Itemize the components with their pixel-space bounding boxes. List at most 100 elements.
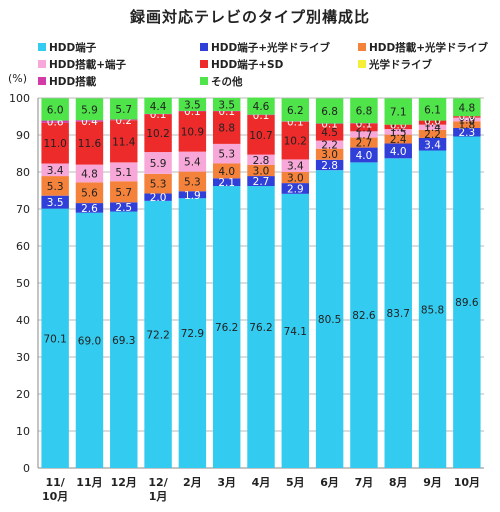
legend-label: HDD端子+光学ドライブ [211,42,331,54]
data-label: 4.0 [356,150,373,162]
x-tick-label: 11/ [45,476,65,489]
data-label: 8.8 [218,123,235,135]
x-tick-label: 2月 [183,476,202,489]
data-label: 6.1 [424,104,441,116]
data-label: 6.8 [321,106,338,118]
bar-segment [281,98,310,122]
data-label: 1.1 [424,118,441,130]
legend-swatch [200,77,208,85]
legend-label: HDD端子+SD [211,59,284,71]
data-label: 10.2 [146,128,169,140]
bar-segment [247,97,275,115]
data-label: 74.1 [284,326,307,338]
bar-segment [453,136,481,469]
bar-segment [247,154,275,165]
legend-label: HDD端子 [49,42,97,54]
data-label: 3.5 [47,197,64,209]
bar-segment [453,98,481,117]
data-label: 3.4 [287,161,304,173]
data-label: 2.6 [81,203,98,215]
bar-segment [178,110,207,112]
bar-segment [418,129,447,138]
bar-segment [281,159,310,172]
bar-segment [178,151,207,172]
bar-segment [281,183,310,194]
data-label: 5.9 [150,158,167,170]
bar-segment [281,172,310,184]
bar-segment [281,121,310,122]
data-label: 3.5 [218,99,235,111]
bar-segment [75,164,104,183]
legend-swatch [358,43,366,51]
bar-segment [75,120,104,122]
legend-label: その他 [211,76,243,88]
data-label: 2.2 [321,140,338,152]
legend-item: HDD端子+光学ドライブ [200,40,330,55]
bar-segment [350,123,378,132]
legend-item: 光学ドライブ [358,57,432,72]
bar-segment [144,114,172,153]
data-label: 70.1 [43,333,66,345]
data-label: 1.5 [390,127,407,139]
data-label: 4.4 [150,101,167,113]
data-label: 4.6 [253,101,270,113]
bar-segment [315,148,344,160]
bar-segment [212,163,241,179]
data-label: 4.5 [321,127,338,139]
data-label: 1.9 [184,190,201,202]
bar-segment [418,137,447,151]
data-label: 1.2 [390,122,407,134]
bar-segment [41,208,69,468]
bar-segment [281,121,310,160]
data-label: 2.1 [356,122,373,134]
y-tick-label: 10 [16,425,30,438]
data-label: 1.8 [458,120,475,132]
y-tick-label: 0 [23,462,30,475]
data-label: 4.0 [218,166,235,178]
bar-segment [350,98,378,124]
data-label: 5.3 [184,176,201,188]
bar-segment [144,200,172,469]
x-tick-label: 3月 [217,476,236,489]
bar-segment [144,152,172,174]
data-label: 3.0 [321,149,338,161]
bar-segment [384,158,412,468]
data-label: 3.4 [424,139,441,151]
bar-segment [384,98,412,125]
bar-segment [315,98,344,124]
data-label: 5.1 [115,167,132,179]
data-label: 5.7 [115,187,132,199]
legend-item: HDD搭載+端子 [38,57,126,72]
data-label: 5.4 [184,157,201,169]
y-tick-label: 70 [16,203,30,216]
x-tick-label: 7月 [355,476,374,489]
bar-segment [178,111,207,152]
bar-segment [384,143,412,159]
bar-segment [110,211,138,468]
chart-title: 録画対応テレビのタイプ別構成比 [129,8,370,26]
data-label: 10.9 [181,126,204,138]
bar-segment [247,115,275,155]
data-label: 4.0 [390,146,407,158]
data-label: 2.3 [458,127,475,139]
data-label: 2.0 [150,192,167,204]
x-tick-label: 12月 [111,476,137,489]
data-label: 4.8 [81,168,98,180]
y-tick-label: 60 [16,240,30,253]
bar-segment [41,98,69,121]
bar-segment [315,123,344,125]
bar-segment [212,178,241,187]
bar-segment [350,162,378,468]
data-label: 1.7 [356,129,373,141]
data-label: 6.2 [287,105,304,117]
data-label: 2.2 [424,129,441,141]
bar-segment [212,143,241,164]
x-tick-label: 4月 [252,476,271,489]
bar-segment [418,120,447,125]
legend-label: HDD搭載+光学ドライブ [369,42,489,54]
bar-segment [178,191,207,199]
bar-segment [247,114,275,116]
legend-swatch [38,43,46,51]
data-label: 7.1 [390,107,407,119]
x-tick-label: 10月 [42,490,68,503]
